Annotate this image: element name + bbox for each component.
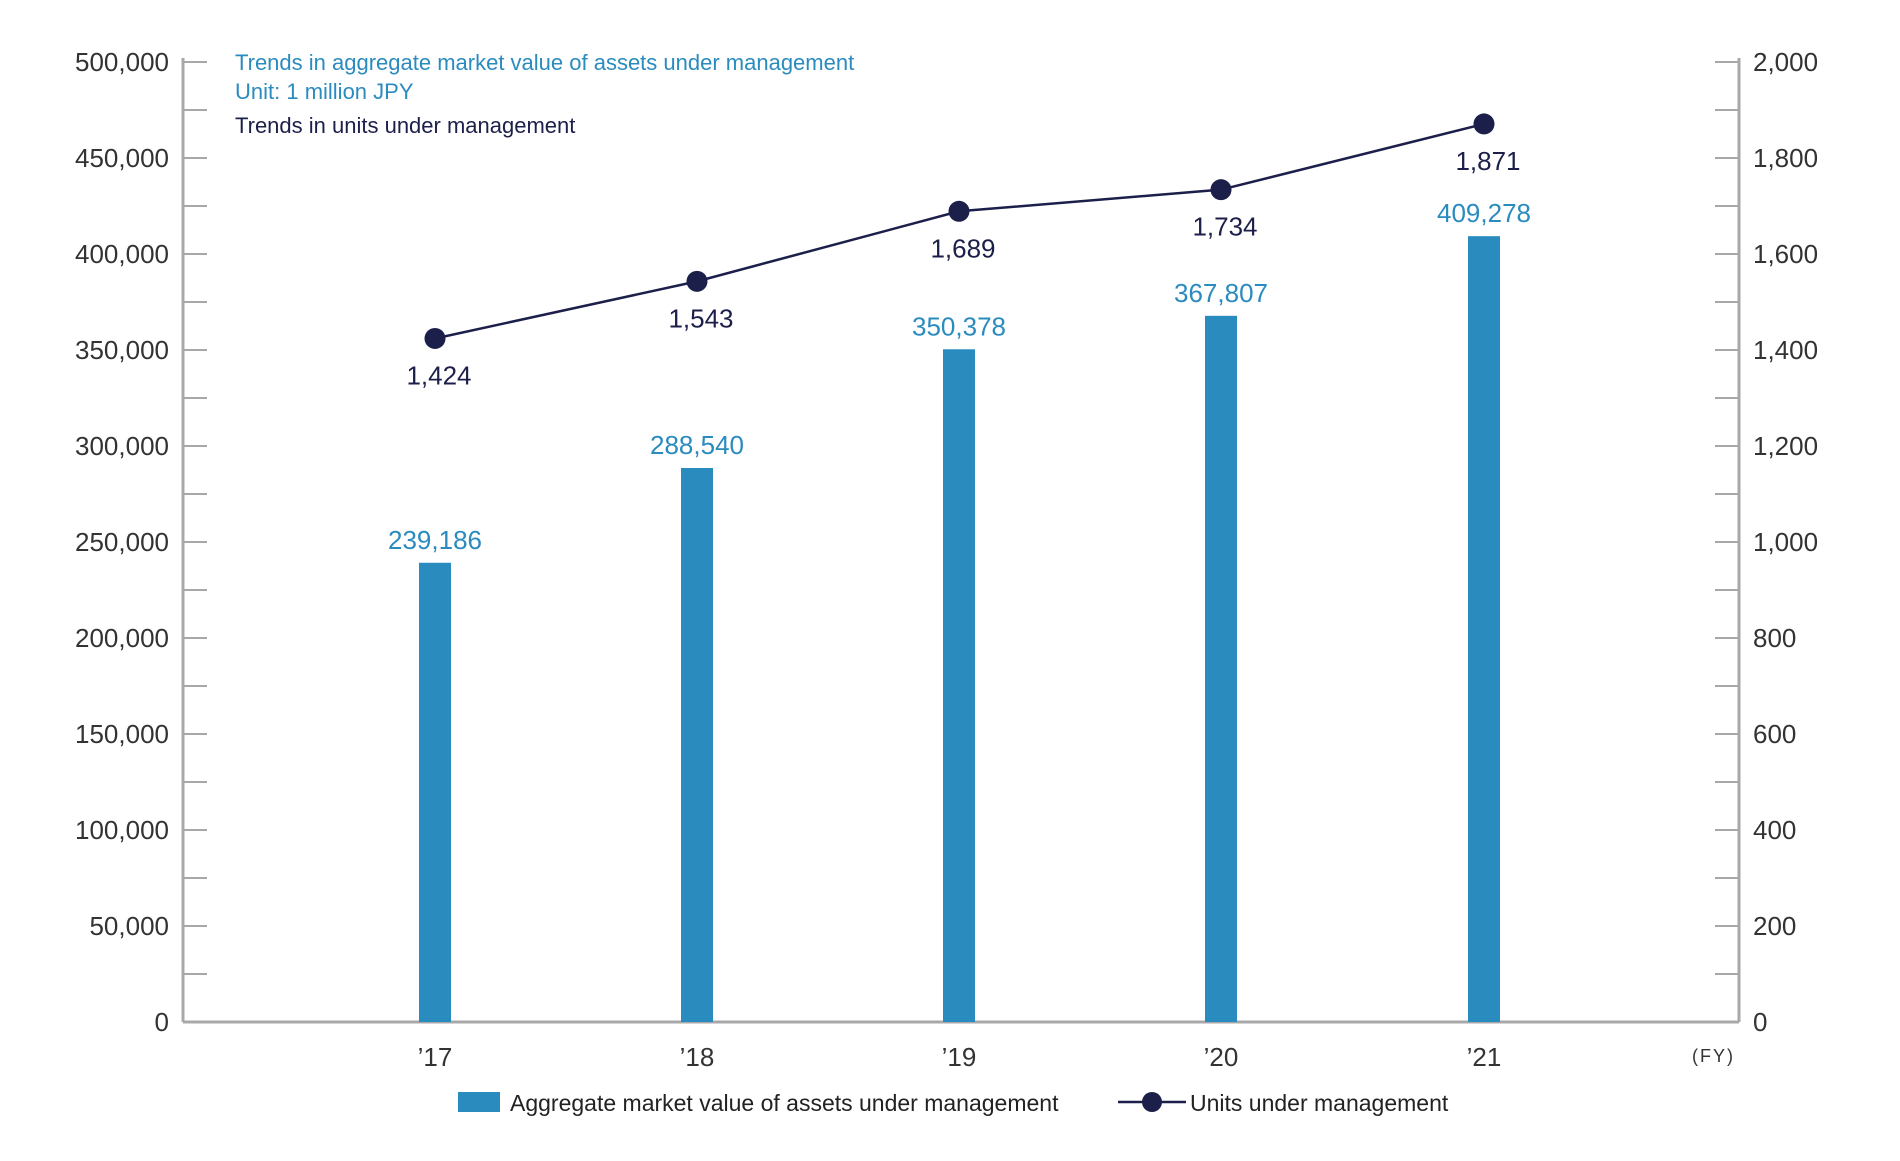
line-point bbox=[424, 327, 446, 349]
bar-series-title: Trends in aggregate market value of asse… bbox=[235, 50, 854, 75]
left-tick-label: 0 bbox=[155, 1007, 169, 1037]
line-group bbox=[424, 113, 1495, 349]
left-tick-label: 450,000 bbox=[75, 143, 169, 173]
line-value-label: 1,424 bbox=[406, 360, 471, 390]
x-axis-unit: (FY) bbox=[1692, 1046, 1735, 1066]
left-tick-label: 150,000 bbox=[75, 719, 169, 749]
legend: Aggregate market value of assets under m… bbox=[458, 1090, 1449, 1116]
line-point bbox=[1210, 179, 1232, 201]
right-tick-label: 1,000 bbox=[1753, 527, 1818, 557]
right-tick-label: 1,400 bbox=[1753, 335, 1818, 365]
right-tick-label: 400 bbox=[1753, 815, 1796, 845]
right-tick-label: 600 bbox=[1753, 719, 1796, 749]
line-series-title: Trends in units under management bbox=[235, 113, 575, 138]
legend-line-label: Units under management bbox=[1190, 1090, 1449, 1116]
right-tick-label: 0 bbox=[1753, 1007, 1767, 1037]
line-value-label: 1,689 bbox=[930, 233, 995, 263]
bar bbox=[419, 562, 451, 1022]
units-line bbox=[434, 122, 1485, 340]
bar bbox=[943, 349, 975, 1022]
right-tick-label: 1,600 bbox=[1753, 239, 1818, 269]
x-tick-label: ’19 bbox=[942, 1042, 977, 1072]
line-point bbox=[1473, 113, 1495, 135]
line-point bbox=[948, 200, 970, 222]
axes-group: 0 50,000 100,000 150,000 200,000 250,000 300,0… bbox=[75, 47, 1818, 1072]
right-tick-label: 1,200 bbox=[1753, 431, 1818, 461]
line-value-label: 1,734 bbox=[1192, 212, 1257, 242]
left-tick-label: 200,000 bbox=[75, 623, 169, 653]
left-tick-label: 350,000 bbox=[75, 335, 169, 365]
right-tick-label: 2,000 bbox=[1753, 47, 1818, 77]
bar-value-label: 350,378 bbox=[912, 311, 1006, 341]
x-tick-label: ’18 bbox=[680, 1042, 715, 1072]
bar-value-label: 239,186 bbox=[388, 525, 482, 555]
x-tick-label: ’20 bbox=[1204, 1042, 1239, 1072]
legend-bar-swatch bbox=[458, 1092, 500, 1112]
right-tick-label: 200 bbox=[1753, 911, 1796, 941]
bar-value-label: 367,807 bbox=[1174, 278, 1268, 308]
bar-value-label: 288,540 bbox=[650, 430, 744, 460]
legend-line-marker bbox=[1142, 1092, 1162, 1112]
x-tick-label: ’21 bbox=[1467, 1042, 1502, 1072]
x-tick-label: ’17 bbox=[418, 1042, 453, 1072]
left-tick-label: 50,000 bbox=[89, 911, 169, 941]
line-point bbox=[686, 270, 708, 292]
bar-series-unit: Unit: 1 million JPY bbox=[235, 79, 414, 104]
line-value-label: 1,871 bbox=[1455, 146, 1520, 176]
left-tick-label: 250,000 bbox=[75, 527, 169, 557]
line-value-label: 1,543 bbox=[668, 303, 733, 333]
bars-group bbox=[419, 236, 1500, 1023]
legend-bar-label: Aggregate market value of assets under m… bbox=[510, 1090, 1059, 1116]
left-tick-label: 500,000 bbox=[75, 47, 169, 77]
right-tick-label: 800 bbox=[1753, 623, 1796, 653]
bar bbox=[1468, 236, 1500, 1023]
bar bbox=[1205, 315, 1237, 1022]
left-tick-label: 300,000 bbox=[75, 431, 169, 461]
labels-group: 239,186 288,540 350,378 367,807 409,278 1,424… bbox=[388, 146, 1531, 555]
left-tick-label: 100,000 bbox=[75, 815, 169, 845]
bar bbox=[681, 468, 713, 1023]
right-tick-label: 1,800 bbox=[1753, 143, 1818, 173]
left-tick-label: 400,000 bbox=[75, 239, 169, 269]
bar-value-label: 409,278 bbox=[1437, 198, 1531, 228]
